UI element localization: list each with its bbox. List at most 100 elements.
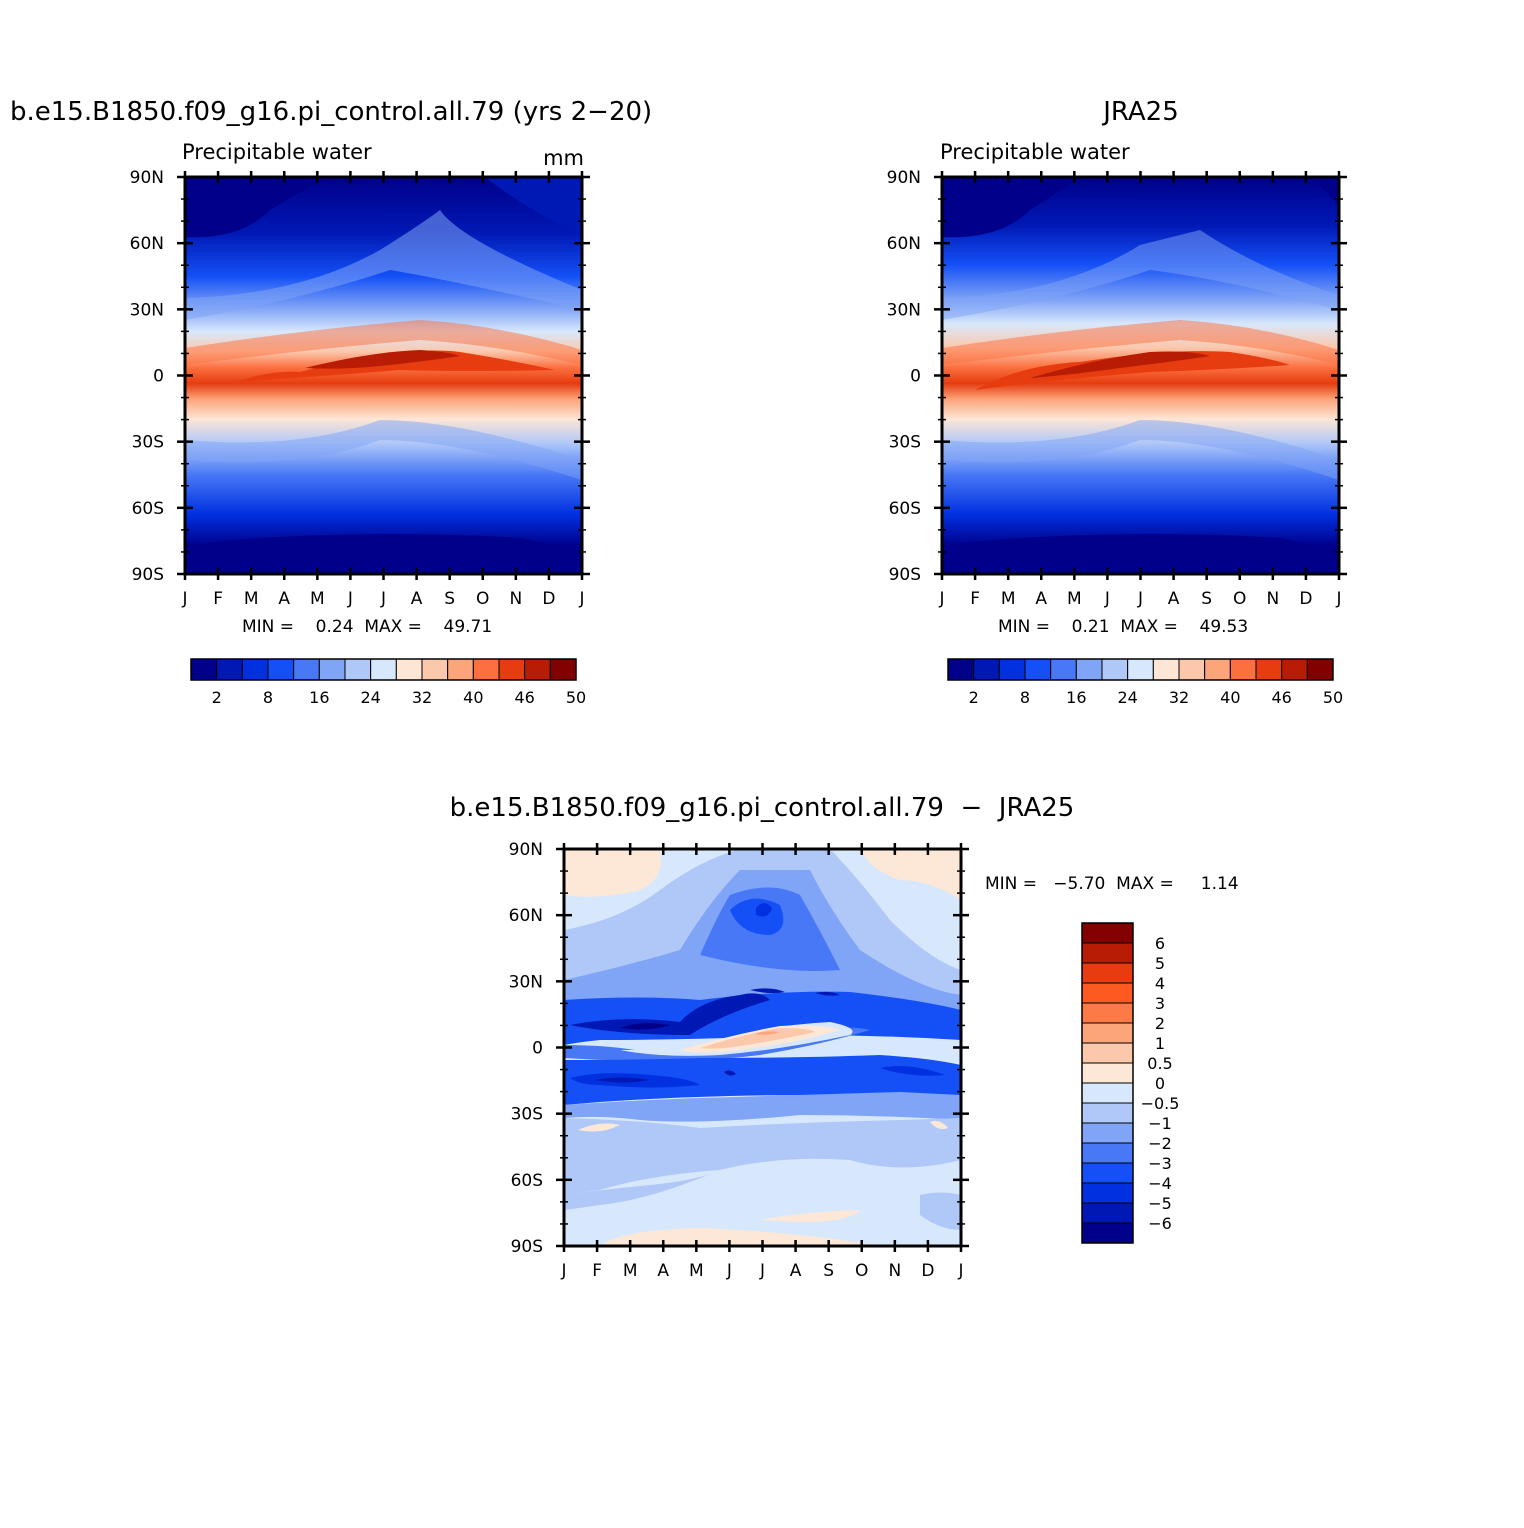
panel-diff-colorbar-box <box>1081 1002 1134 1024</box>
panel-model-colorbar-box <box>421 658 449 681</box>
panel-model-colorbar-box <box>370 658 397 681</box>
panel-obs-colorbar: 2 8 16 24 32 40 46 50 <box>947 658 1343 707</box>
panel-model-colorbar-box <box>318 658 346 681</box>
panel-model-xtick-label: J <box>380 589 386 609</box>
panel-obs-colorbar-label: 24 <box>1117 688 1137 707</box>
panel-diff-colorbar-box <box>1081 922 1134 944</box>
panel-model-ytick-label: 90N <box>130 168 164 188</box>
panel-model-xtick-label: O <box>476 589 489 609</box>
panel-diff-xtick-label: A <box>790 1261 802 1281</box>
panel-model-xtick-label: A <box>411 589 423 609</box>
panel-diff-xtick-label: N <box>888 1261 901 1281</box>
panel-obs-xtick-label: A <box>1168 589 1180 609</box>
panel-obs-colorbar-box <box>1075 658 1103 681</box>
panel-obs-xtick-label: N <box>1266 589 1279 609</box>
panel-obs-ytick-label: 60N <box>887 234 921 254</box>
panel-diff-colorbar-box <box>1081 962 1134 984</box>
panel-model-colorbar-label: 32 <box>412 688 432 707</box>
panel-diff-colorbar-label: 6 <box>1155 934 1165 953</box>
panel-obs-xtick-label: O <box>1233 589 1246 609</box>
panel-model: b.e15.B1850.f09_g16.pi_control.all.79 (y… <box>10 97 652 707</box>
panel-diff-colorbar-label: −5 <box>1148 1194 1172 1213</box>
panel-obs-stats: MIN = 0.21 MAX = 49.53 <box>998 617 1248 637</box>
panel-obs-colorbar-label: 50 <box>1323 688 1343 707</box>
panel-obs: JRA25 Precipitable water J F M A M J J A S O N D J90… <box>887 97 1347 707</box>
panel-model-xtick-label: N <box>509 589 522 609</box>
panel-obs-ytick-label: 90S <box>889 565 921 585</box>
panel-diff-xtick-label: J <box>560 1261 566 1281</box>
panel-diff-ytick-label: 30S <box>511 1105 543 1125</box>
panel-obs-xtick-label: A <box>1035 589 1047 609</box>
panel-model-colorbar-box <box>344 658 372 681</box>
panel-model-colorbar-box <box>447 658 474 681</box>
panel-diff-colorbar-box <box>1081 1202 1134 1224</box>
panel-obs-colorbar-box <box>1127 658 1154 681</box>
panel-diff-ytick-label: 60N <box>509 906 543 926</box>
panel-model-ytick-label: 30S <box>132 433 164 453</box>
panel-model-colorbar-box <box>293 658 320 681</box>
panel-obs-colorbar-box <box>1255 658 1283 681</box>
panel-diff-xtick-label: A <box>657 1261 669 1281</box>
panel-diff-colorbar-label: 2 <box>1155 1014 1165 1033</box>
panel-obs-colorbar-box <box>1152 658 1180 681</box>
panel-obs-xtick-label: M <box>1001 589 1016 609</box>
panel-obs-colorbar-box <box>1050 658 1077 681</box>
panel-obs-ytick-label: 0 <box>910 367 921 387</box>
panel-model-subtitle: Precipitable water <box>182 140 372 164</box>
panel-diff-ytick-label: 30N <box>509 972 543 992</box>
panel-model-xtick-label: S <box>444 589 455 609</box>
panel-diff-colorbar-label: 0 <box>1155 1074 1165 1093</box>
panel-diff-xtick-label: J <box>726 1261 732 1281</box>
panel-obs-colorbar-label: 2 <box>969 688 979 707</box>
panel-diff-stats: MIN = −5.70 MAX = 1.14 <box>985 874 1239 894</box>
panel-obs-colorbar-box <box>1101 658 1129 681</box>
panel-model-colorbar-label: 50 <box>566 688 586 707</box>
panel-model-xtick-label: J <box>578 589 584 609</box>
panel-obs-colorbar-label: 8 <box>1020 688 1030 707</box>
panel-model-colorbar-box <box>241 658 269 681</box>
panel-model-stats: MIN = 0.24 MAX = 49.71 <box>242 617 492 637</box>
panel-model-colorbar-box <box>395 658 423 681</box>
panel-obs-colorbar-box <box>1178 658 1206 681</box>
panel-model-colorbar-box <box>472 658 500 681</box>
panel-model-colorbar: 2 8 16 24 32 40 46 50 <box>190 658 586 707</box>
panel-diff-colorbar-box <box>1081 1102 1134 1124</box>
panel-diff-xtick-label: J <box>759 1261 765 1281</box>
panel-model-units: mm <box>543 146 584 170</box>
panel-diff-xtick-label: M <box>623 1261 638 1281</box>
panel-diff-ytick-label: 0 <box>532 1039 543 1059</box>
panel-model-colorbar-box <box>190 658 218 681</box>
panel-obs-colorbar-box <box>973 658 1000 681</box>
panel-diff-xtick-label: O <box>855 1261 868 1281</box>
panel-model-colorbar-label: 40 <box>463 688 483 707</box>
panel-obs-xtick-label: S <box>1201 589 1212 609</box>
panel-obs-field <box>940 175 1341 576</box>
panel-diff-colorbar-box <box>1081 942 1134 964</box>
panel-diff-colorbar-label: 4 <box>1155 974 1165 993</box>
panel-model-xtick-label: F <box>213 589 223 609</box>
panel-model-xtick-label: J <box>181 589 187 609</box>
panel-diff-colorbar-label: −2 <box>1148 1134 1172 1153</box>
panel-model-colorbar-box <box>549 658 577 681</box>
panel-model-colorbar-box <box>267 658 295 681</box>
panel-model-ytick-label: 0 <box>153 367 164 387</box>
panel-diff-xtick-label: F <box>592 1261 602 1281</box>
panel-model-colorbar-label: 8 <box>263 688 273 707</box>
panel-model-colorbar-label: 16 <box>309 688 329 707</box>
panel-diff-colorbar-box <box>1081 1182 1134 1204</box>
panel-diff-colorbar-label: −6 <box>1148 1214 1172 1233</box>
panel-obs-colorbar-box <box>1204 658 1231 681</box>
panel-obs-colorbar-label: 46 <box>1271 688 1291 707</box>
panel-model-xtick-label: J <box>347 589 353 609</box>
panel-obs-colorbar-box <box>1281 658 1308 681</box>
panel-model-title: b.e15.B1850.f09_g16.pi_control.all.79 (y… <box>10 97 652 127</box>
panel-diff-colorbar-box <box>1081 1022 1134 1044</box>
panel-model-colorbar-box <box>524 658 551 681</box>
panel-model-xtick-label: D <box>542 589 555 609</box>
panel-diff-colorbar-box <box>1081 982 1134 1004</box>
